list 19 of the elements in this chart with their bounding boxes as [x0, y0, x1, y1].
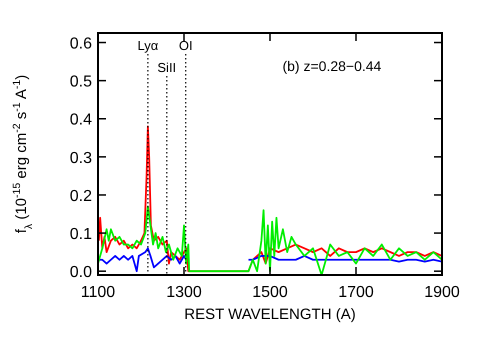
x-tick-label: 1500: [252, 284, 288, 301]
y-tick-label: 0.6: [70, 36, 92, 53]
ref-line-label: OI: [178, 38, 193, 53]
line-series: [98, 125, 442, 272]
line-series: [98, 206, 442, 275]
x-tick-label: 1700: [338, 284, 374, 301]
y-tick-label: 0.4: [70, 112, 92, 129]
y-tick-label: 0.1: [70, 226, 92, 244]
y-tick-label: 0.5: [70, 74, 92, 91]
annotation: (b) z=0.28−0.44: [282, 58, 382, 74]
y-tick-label: 0.2: [70, 188, 92, 205]
x-axis-title: REST WAVELENGTH (A): [184, 306, 356, 323]
ref-line-label: SiII: [157, 60, 176, 75]
x-tick-label: 1100: [80, 284, 116, 301]
x-tick-label: 1300: [166, 284, 202, 301]
x-tick-label: 1900: [424, 284, 460, 301]
y-tick-label: 0.3: [70, 150, 92, 167]
y-tick-label: 0.0: [70, 264, 92, 282]
ref-line-label: Lyα: [137, 38, 159, 53]
